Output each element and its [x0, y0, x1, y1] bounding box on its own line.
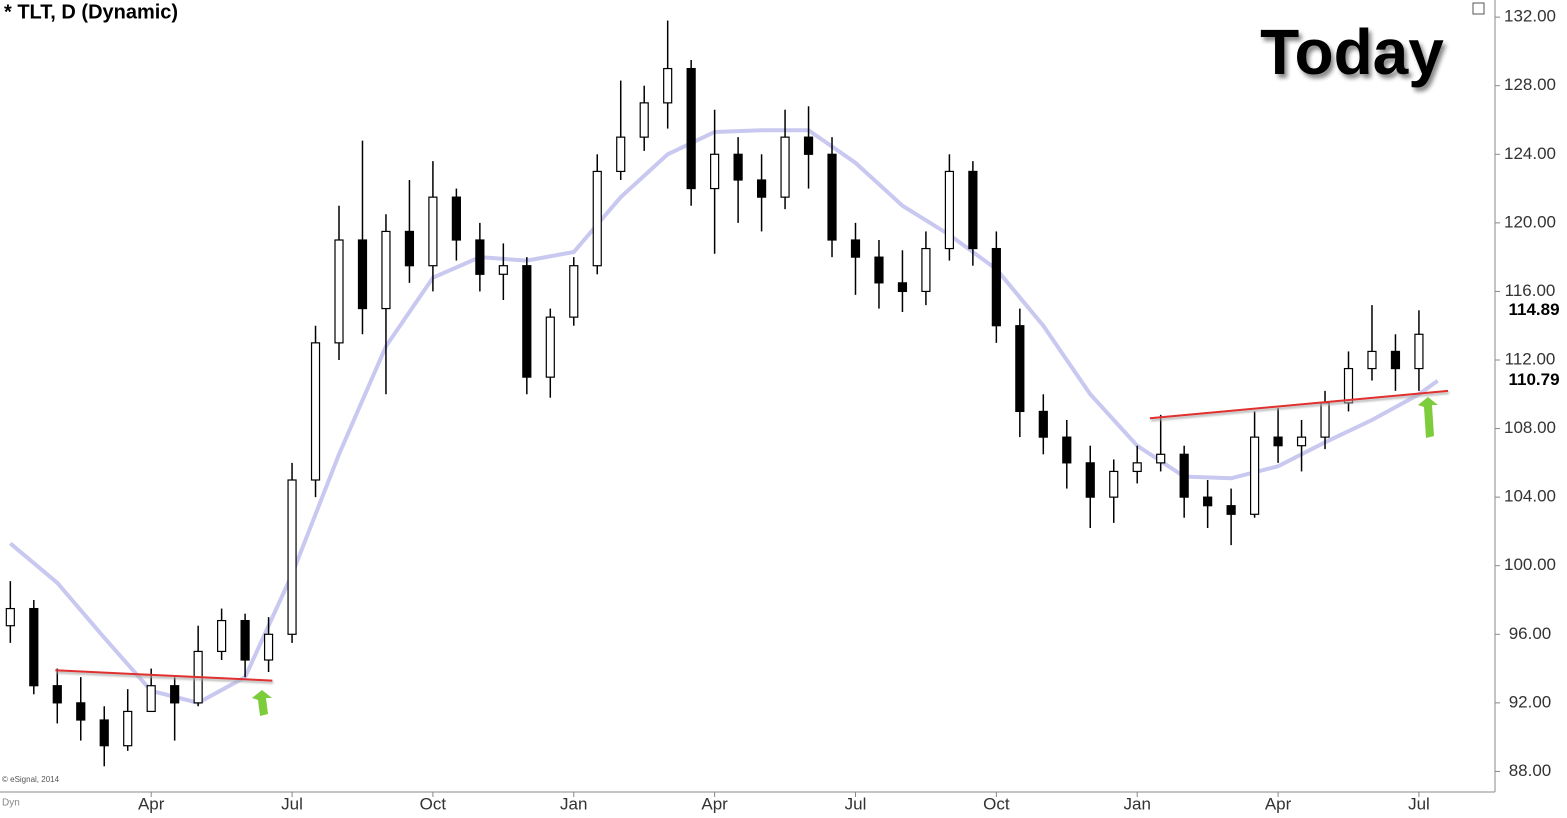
- y-tick-label: 116.00: [1505, 281, 1556, 300]
- candle-body: [827, 153, 837, 241]
- y-tick-label: 100.00: [1504, 555, 1556, 574]
- y-tick-label: 108.00: [1504, 418, 1556, 437]
- candle-body: [263, 633, 274, 661]
- moving-average: [9, 128, 1439, 705]
- candle-body: [217, 619, 227, 653]
- candle-body: [968, 170, 978, 250]
- y-tick-label: 96.00: [1509, 624, 1552, 643]
- candle-body: [1062, 436, 1072, 464]
- x-tick-label: Oct: [983, 794, 1010, 813]
- x-tick-label: Oct: [420, 794, 447, 813]
- candle-body: [592, 170, 602, 267]
- candle-body: [1414, 333, 1424, 370]
- x-tick-label: Jul: [845, 794, 867, 813]
- x-tick-label: Jul: [281, 794, 303, 813]
- candle-body: [76, 702, 86, 721]
- y-tick-label: 104.00: [1504, 487, 1556, 506]
- candle-body: [1015, 325, 1025, 413]
- candle-body: [1085, 462, 1095, 498]
- x-tick-label: Apr: [701, 794, 728, 813]
- chart-title: * TLT, D (Dynamic): [4, 1, 178, 23]
- candle-body: [545, 316, 555, 378]
- candle-body: [1273, 436, 1283, 447]
- candle-body: [1109, 470, 1119, 498]
- candle-body: [686, 67, 696, 190]
- candle-body: [897, 282, 908, 293]
- candle-body: [1038, 410, 1048, 438]
- trendline: [1149, 389, 1449, 420]
- candle-body: [1203, 496, 1213, 507]
- candle-body: [146, 685, 156, 713]
- y-tick-label: 88.00: [1509, 761, 1552, 780]
- x-tick-label: Jan: [560, 794, 587, 813]
- candle-body: [1296, 436, 1307, 447]
- y-tick-label: 128.00: [1504, 75, 1556, 94]
- candle-body: [99, 719, 109, 747]
- candle-body: [310, 342, 321, 481]
- y-tick-label: 124.00: [1504, 144, 1556, 163]
- candle-body: [639, 102, 649, 138]
- window-button[interactable]: [1472, 2, 1485, 15]
- candle-body: [1179, 453, 1189, 498]
- candle-body: [1132, 462, 1142, 473]
- candle-body: [710, 153, 720, 190]
- candle-body: [803, 136, 814, 155]
- y-tick-label: 92.00: [1509, 692, 1552, 711]
- candle-body: [944, 170, 955, 250]
- candle-body: [428, 196, 438, 267]
- candle-body: [921, 247, 931, 293]
- y-tick-label: 132.00: [1504, 7, 1556, 26]
- candle-body: [5, 607, 15, 627]
- candle-body: [1390, 350, 1401, 370]
- credit: © eSignal, 2014: [2, 775, 60, 784]
- candle-body: [170, 685, 180, 704]
- candle-body: [287, 479, 297, 635]
- candle-body: [756, 179, 767, 198]
- candle-body: [381, 230, 391, 310]
- candle-body: [1249, 436, 1260, 515]
- arrow: [1418, 397, 1438, 438]
- x-tick-label: Jan: [1124, 794, 1151, 813]
- candle-body: [29, 607, 39, 687]
- candle-body: [1343, 367, 1354, 404]
- arrow: [252, 690, 272, 716]
- price-marker: 110.79: [1508, 370, 1559, 389]
- x-tick-label: Apr: [138, 794, 165, 813]
- candle-body: [240, 619, 250, 661]
- candle-body: [475, 239, 485, 275]
- candle-body: [123, 710, 133, 747]
- candle-body: [569, 265, 579, 318]
- candle-body: [1320, 402, 1330, 438]
- candle-body: [451, 196, 461, 241]
- annotation: Today: [1260, 16, 1444, 88]
- candle-body: [780, 136, 790, 198]
- candle-body: [498, 265, 508, 275]
- candle-body: [52, 685, 62, 704]
- candle-body: [874, 256, 884, 284]
- price-marker-box: [1497, 300, 1567, 321]
- candle-body: [522, 265, 532, 378]
- candle-body: [357, 239, 368, 310]
- candle-body: [850, 239, 861, 258]
- candle-body: [404, 230, 415, 267]
- corner-label: Dyn: [2, 798, 20, 809]
- candle-body: [1226, 505, 1236, 515]
- trendline: [55, 669, 273, 682]
- y-tick-label: 120.00: [1504, 212, 1556, 231]
- candle-body: [663, 67, 673, 104]
- y-tick-label: 112.00: [1505, 349, 1556, 368]
- x-tick-label: Jul: [1408, 794, 1430, 813]
- candle-body: [991, 247, 1001, 327]
- candle-body: [733, 153, 743, 181]
- candle-body: [1367, 350, 1377, 370]
- candle-body: [1156, 453, 1166, 464]
- price-marker: 114.89: [1508, 300, 1559, 319]
- price-marker-box: [1497, 370, 1567, 391]
- x-tick-label: Apr: [1265, 794, 1292, 813]
- candle-body: [616, 136, 626, 173]
- candle-body: [334, 239, 344, 344]
